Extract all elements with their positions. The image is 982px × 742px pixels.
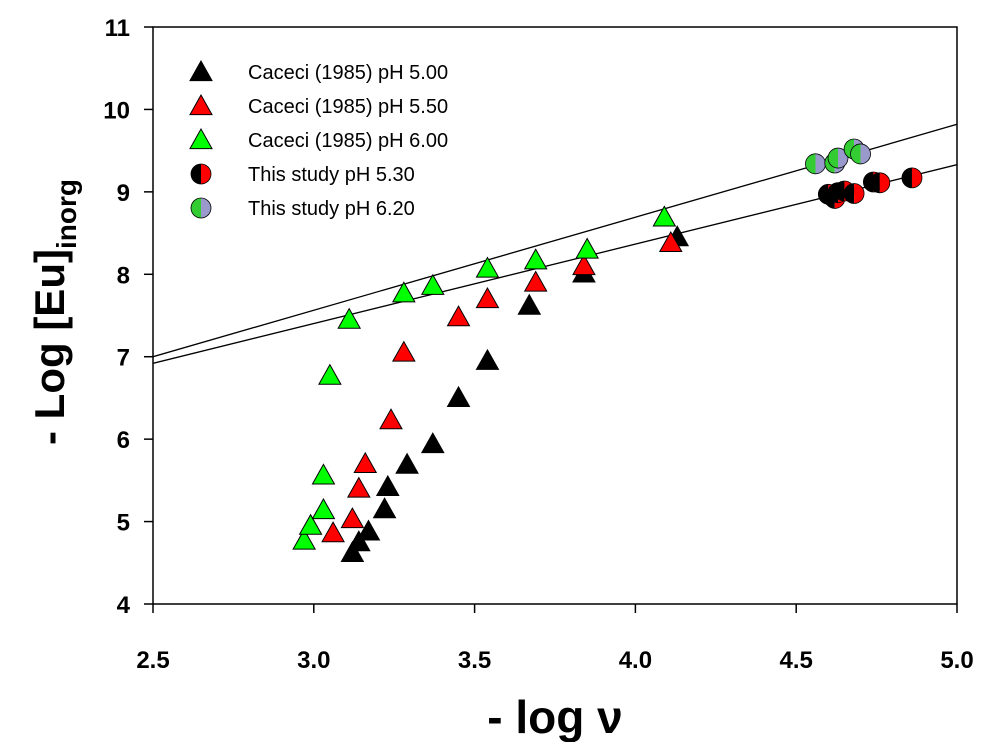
series-2: [321, 230, 683, 543]
data-point: [337, 307, 362, 329]
data-point: [420, 273, 445, 295]
data-point: [523, 270, 548, 292]
data-point: [572, 254, 596, 276]
y-tick-label: 4: [117, 592, 131, 619]
data-point: [298, 513, 323, 535]
data-point: [446, 385, 471, 408]
plot-border: [152, 26, 958, 605]
y-tick-label: 5: [117, 510, 130, 537]
y-axis-title-main: - Log [Eu]: [26, 249, 73, 445]
y-tick-label: 7: [117, 345, 130, 372]
data-point: [375, 474, 400, 497]
legend-item-3: Caceci (1985) pH 6.00: [189, 127, 448, 152]
data-point: [318, 363, 342, 385]
legend-item-2: Caceci (1985) pH 5.50: [189, 93, 448, 118]
x-axis: 2.5 3.0 3.5 4.0 4.5 5.0: [136, 604, 974, 674]
data-point: [311, 463, 336, 485]
data-point: [340, 507, 365, 529]
data-point: [292, 528, 317, 550]
data-point: [340, 540, 365, 562]
legend-label: Caceci (1985) pH 5.00: [248, 62, 448, 84]
legend-item-1: Caceci (1985) pH 5.00: [189, 59, 448, 84]
series-4: [817, 167, 923, 209]
legend: Caceci (1985) pH 5.00 Caceci (1985) pH 5.…: [189, 59, 448, 220]
x-axis-title: - log ν: [487, 691, 622, 742]
x-tick-label: 3.5: [458, 647, 491, 674]
data-point: [517, 293, 542, 315]
y-axis-title-subscript: inorg: [51, 179, 82, 249]
data-point: [575, 237, 600, 259]
data-point: [391, 340, 416, 362]
data-point: [658, 230, 683, 253]
y-tick-label: 8: [117, 262, 130, 289]
data-point: [652, 205, 677, 227]
y-tick-label: 10: [103, 97, 130, 124]
legend-item-5: This study pH 6.20: [190, 197, 415, 220]
data-point: [446, 305, 471, 327]
data-point: [346, 476, 371, 498]
legend-marker: [189, 59, 213, 82]
plot-frame: [152, 26, 958, 605]
legend-marker: [190, 163, 212, 185]
data-point: [843, 183, 865, 204]
series-3: [292, 205, 677, 550]
y-tick-label: 11: [105, 15, 130, 42]
data-point: [311, 498, 336, 520]
y-axis-title: - Log [Eu]inorg: [26, 179, 82, 445]
data-point: [475, 256, 500, 278]
data-points: [292, 138, 923, 562]
data-point: [475, 286, 500, 309]
data-point: [805, 153, 826, 175]
x-tick-label: 2.5: [136, 647, 169, 674]
legend-marker: [189, 127, 213, 150]
data-point: [391, 281, 416, 303]
data-point: [346, 530, 371, 552]
data-point: [379, 408, 403, 430]
data-point: [321, 521, 345, 543]
legend-label: This study pH 5.30: [248, 164, 415, 186]
x-tick-label: 3.0: [297, 647, 330, 674]
x-tick-label: 4.5: [780, 647, 813, 674]
x-tick-label: 5.0: [940, 647, 973, 674]
data-point: [523, 248, 548, 270]
legend-marker: [190, 197, 212, 219]
data-point: [353, 451, 378, 473]
series-1: [340, 225, 690, 562]
y-tick-label: 9: [117, 180, 130, 207]
data-point: [356, 519, 381, 541]
data-point: [850, 143, 871, 165]
series-5: [805, 138, 871, 175]
legend-item-4: This study pH 5.30: [190, 163, 415, 186]
data-point: [901, 167, 923, 189]
data-point: [869, 172, 891, 194]
legend-label: Caceci (1985) pH 6.00: [248, 130, 448, 152]
data-point: [395, 452, 419, 474]
data-point: [372, 497, 397, 519]
data-point: [475, 348, 500, 370]
y-axis: 4 5 6 7 8 9 10 11: [103, 15, 153, 619]
y-tick-label: 6: [117, 427, 130, 454]
legend-label: Caceci (1985) pH 5.50: [248, 96, 448, 118]
legend-marker: [189, 93, 213, 116]
x-tick-label: 4.0: [619, 647, 652, 674]
data-point: [420, 432, 445, 454]
legend-label: This study pH 6.20: [248, 198, 415, 220]
